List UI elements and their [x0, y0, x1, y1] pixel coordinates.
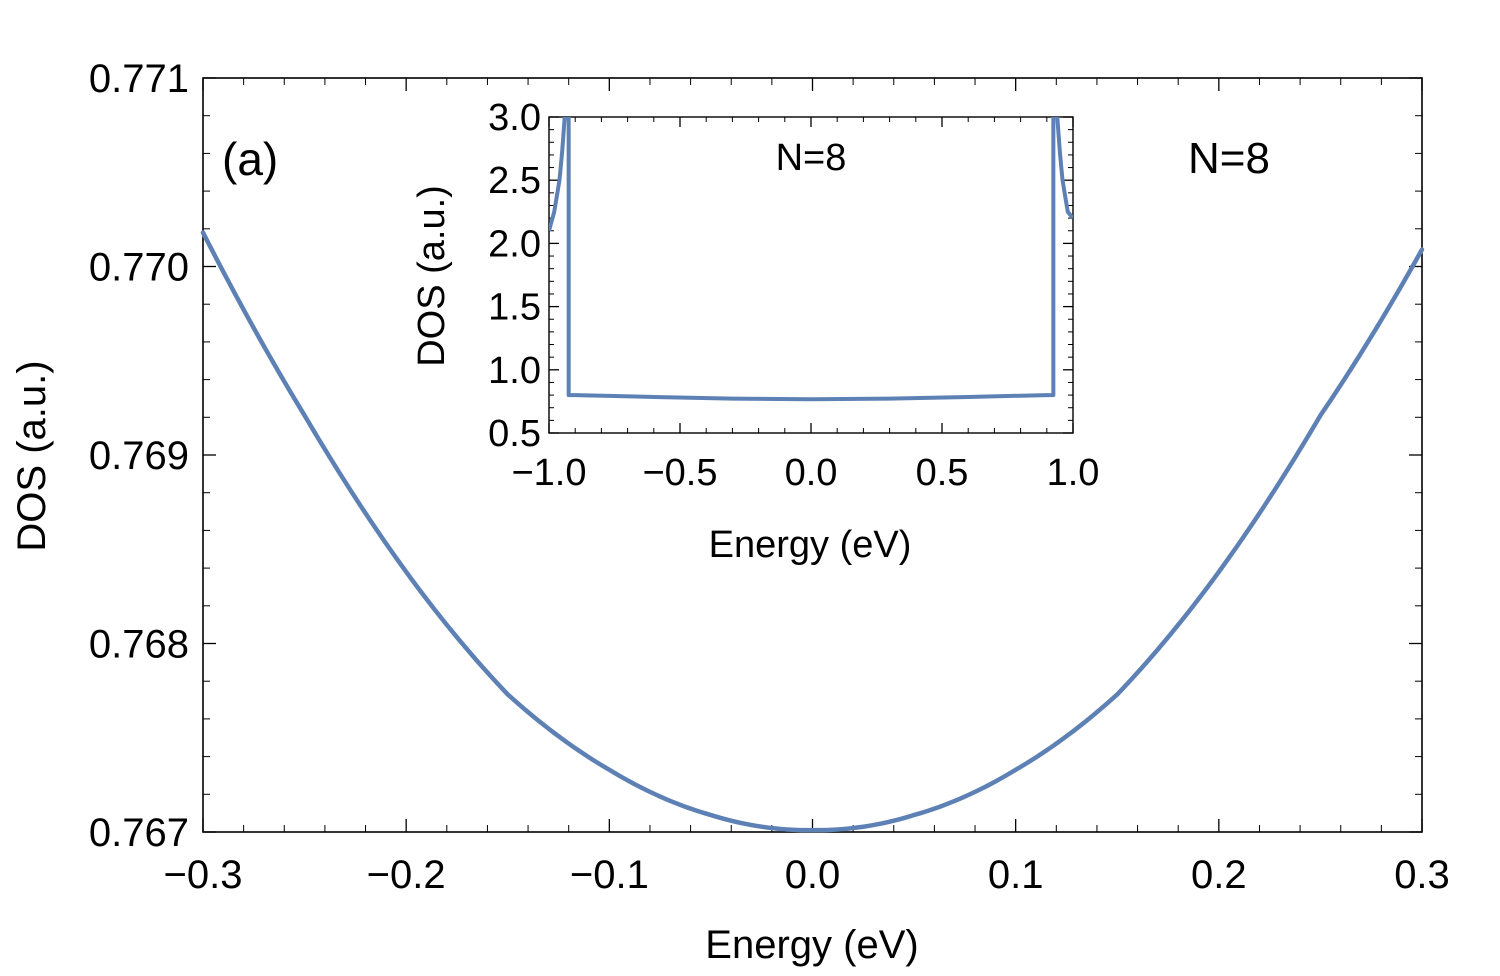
main-tick-labels: −0.3 −0.2 −0.1 0.0 0.1 0.2 0.3 0.767 0.768 0.769 0… — [89, 57, 1450, 897]
x-tick-label: 0.1 — [988, 853, 1044, 897]
x-tick-label: 0.5 — [916, 452, 969, 494]
inset-y-axis-title: DOS (a.u.) — [411, 185, 453, 367]
x-tick-label: 0.3 — [1394, 853, 1450, 897]
y-tick-label: 2.5 — [488, 160, 541, 202]
inset-background — [549, 117, 1073, 433]
main-ticks — [202, 77, 1423, 833]
y-tick-label: 2.0 — [488, 223, 541, 265]
inset-x-axis-title: Energy (eV) — [709, 524, 912, 566]
inset-tick-labels: −1.0 −0.5 0.0 0.5 1.0 0.5 1.0 1.5 2.0 2.5 3.0 — [488, 97, 1099, 494]
y-tick-label: 0.771 — [89, 57, 189, 101]
y-tick-label: 1.0 — [488, 350, 541, 392]
x-tick-label: 1.0 — [1047, 452, 1100, 494]
inset-n-annotation: N=8 — [776, 137, 847, 179]
x-tick-label: −0.2 — [367, 853, 446, 897]
y-tick-label: 0.5 — [488, 413, 541, 455]
y-tick-label: 1.5 — [488, 287, 541, 329]
x-tick-label: −0.3 — [164, 853, 243, 897]
main-y-axis-title: DOS (a.u.) — [10, 360, 54, 551]
x-tick-label: 0.2 — [1191, 853, 1247, 897]
x-tick-label: 0.0 — [785, 452, 838, 494]
y-tick-label: 0.770 — [89, 246, 189, 290]
y-tick-label: 0.768 — [89, 623, 189, 667]
main-dos-curve — [200, 230, 1425, 833]
inset-dos-curve — [549, 117, 1073, 402]
inset-ticks — [548, 116, 1074, 434]
main-chart: −0.3 −0.2 −0.1 0.0 0.1 0.2 0.3 0.767 0.768 0.769 0… — [10, 57, 1450, 967]
x-tick-label: 0.0 — [785, 853, 841, 897]
x-tick-label: −1.0 — [511, 452, 586, 494]
x-tick-label: −0.1 — [570, 853, 649, 897]
main-n-annotation: N=8 — [1188, 134, 1270, 183]
inset-chart: −1.0 −0.5 0.0 0.5 1.0 0.5 1.0 1.5 2.0 2.5 3.0 Ener… — [411, 97, 1099, 566]
x-tick-label: −0.5 — [642, 452, 717, 494]
main-x-axis-title: Energy (eV) — [705, 923, 918, 967]
panel-label: (a) — [222, 133, 278, 185]
y-tick-label: 0.767 — [89, 811, 189, 855]
y-tick-label: 0.769 — [89, 434, 189, 478]
y-tick-label: 3.0 — [488, 97, 541, 139]
